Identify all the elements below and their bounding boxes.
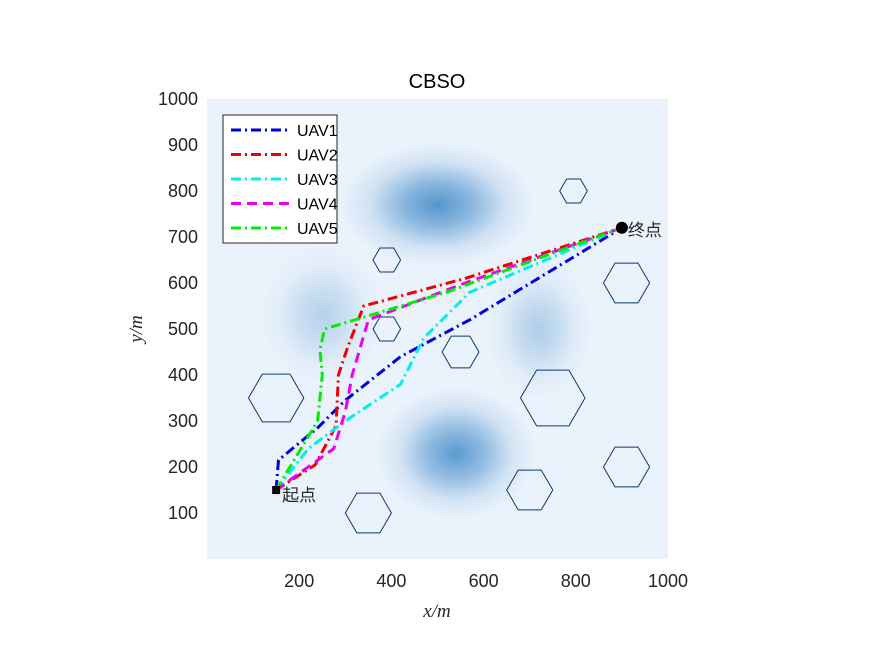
legend: UAV1 UAV2 UAV3 UAV4 UAV5	[222, 114, 338, 244]
y-tick-label: 700	[168, 227, 198, 247]
legend-label-uav1: UAV1	[297, 123, 338, 140]
start-label: 起点	[282, 486, 316, 506]
terrain-peak	[486, 259, 592, 399]
end-marker	[615, 221, 628, 234]
obstacle-hexagon	[441, 335, 480, 369]
path-uav4	[275, 226, 623, 492]
y-tick-label: 800	[168, 181, 198, 201]
terrain-peak	[377, 387, 535, 519]
y-tick-label: 100	[168, 503, 198, 523]
y-axis-ticks: 100 200 300 400 500 600 700 800 900 1000	[158, 89, 198, 523]
obstacle-hexagon	[602, 262, 651, 304]
obstacle-hexagon	[372, 316, 402, 342]
y-tick-label: 400	[168, 365, 198, 385]
x-axis-label: x/m	[422, 601, 450, 622]
y-tick-label: 500	[168, 319, 198, 339]
start-marker	[272, 486, 281, 494]
path-uav1	[274, 226, 623, 491]
obstacle-hexagon	[506, 469, 554, 511]
obstacle-hexagon	[559, 178, 588, 204]
terrain-peak	[341, 143, 534, 266]
y-tick-label: 600	[168, 273, 198, 293]
path-uav5	[274, 226, 623, 491]
legend-label-uav3: UAV3	[297, 172, 338, 189]
y-tick-label: 900	[168, 135, 198, 155]
markers: 起点 终点	[272, 221, 662, 506]
legend-label-uav5: UAV5	[297, 221, 338, 238]
obstacle-hexagon	[344, 492, 392, 534]
x-tick-label: 800	[561, 571, 591, 591]
x-tick-label: 600	[469, 571, 499, 591]
path-uav3	[274, 226, 623, 491]
y-tick-label: 1000	[158, 89, 198, 109]
legend-label-uav2: UAV2	[297, 148, 338, 165]
end-label: 终点	[628, 221, 662, 241]
terrain-heatmap	[260, 143, 592, 519]
obstacle-hexagon	[602, 446, 651, 488]
x-tick-label: 1000	[648, 571, 688, 591]
obstacle-hexagon	[247, 373, 305, 423]
obstacle-hexagon	[519, 369, 586, 427]
terrain-peak	[260, 245, 384, 386]
y-tick-label: 200	[168, 457, 198, 477]
x-tick-label: 400	[376, 571, 406, 591]
x-tick-label: 200	[284, 571, 314, 591]
chart-title: CBSO	[409, 71, 466, 93]
y-axis-label: y/m	[126, 315, 147, 344]
x-axis-ticks: 200 400 600 800 1000	[284, 571, 688, 591]
uav-paths	[274, 226, 623, 492]
y-tick-label: 300	[168, 411, 198, 431]
obstacle-hexagon	[372, 247, 402, 273]
obstacles	[247, 178, 651, 534]
legend-label-uav4: UAV4	[297, 197, 338, 214]
